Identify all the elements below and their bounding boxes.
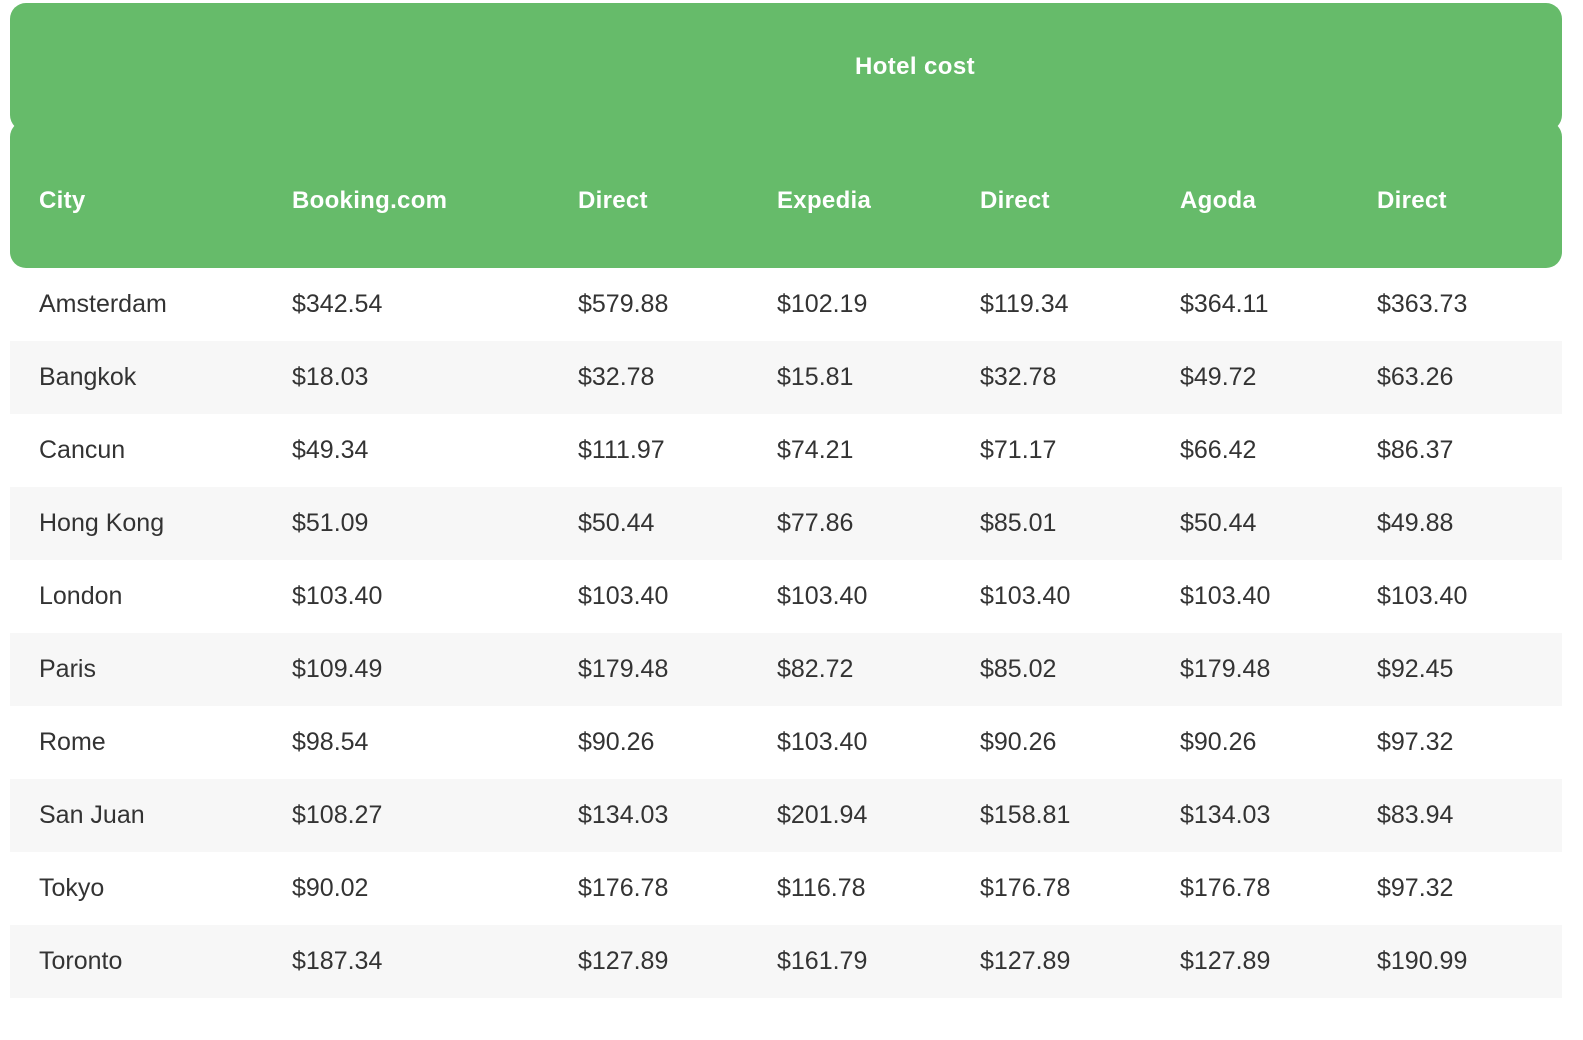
price-cell: $161.79 [777, 947, 868, 975]
price-cell: $15.81 [777, 363, 854, 391]
price-cell: $176.78 [1180, 874, 1271, 902]
price-cell: $102.19 [777, 290, 868, 318]
price-cell: $179.48 [1180, 655, 1271, 683]
price-cell: $49.88 [1377, 509, 1454, 537]
price-cell: $83.94 [1377, 801, 1454, 829]
price-cell: $103.40 [578, 582, 669, 610]
table-title: Hotel cost [854, 53, 975, 80]
table-row: London $103.40 $103.40 $103.40 $103.40 $… [10, 560, 1562, 633]
price-cell: $85.01 [980, 509, 1057, 537]
price-cell: $176.78 [980, 874, 1071, 902]
price-cell: $127.89 [1180, 947, 1271, 975]
column-header-city: City [39, 186, 86, 214]
price-cell: $108.27 [292, 801, 383, 829]
price-cell: $579.88 [578, 290, 669, 318]
table-row: Paris $109.49 $179.48 $82.72 $85.02 $179… [10, 633, 1562, 706]
price-cell: $363.73 [1377, 290, 1468, 318]
price-cell: $92.45 [1377, 655, 1454, 683]
price-cell: $98.54 [292, 728, 369, 756]
price-cell: $49.72 [1180, 363, 1257, 391]
price-cell: $103.40 [1180, 582, 1271, 610]
table-row: San Juan $108.27 $134.03 $201.94 $158.81… [10, 779, 1562, 852]
city-cell: Paris [39, 655, 96, 683]
column-header-direct-2: Direct [980, 186, 1050, 214]
price-cell: $90.26 [980, 728, 1057, 756]
price-cell: $342.54 [292, 290, 383, 318]
price-cell: $50.44 [1180, 509, 1257, 537]
city-cell: Cancun [39, 436, 126, 464]
city-cell: San Juan [39, 801, 145, 829]
price-cell: $103.40 [777, 728, 868, 756]
price-cell: $77.86 [777, 509, 854, 537]
table-row: Cancun $49.34 $111.97 $74.21 $71.17 $66.… [10, 414, 1562, 487]
table-row: Hong Kong $51.09 $50.44 $77.86 $85.01 $5… [10, 487, 1562, 560]
city-cell: Toronto [39, 947, 123, 975]
city-cell: London [39, 582, 123, 610]
price-cell: $103.40 [980, 582, 1071, 610]
column-header-booking: Booking.com [292, 186, 448, 214]
price-cell: $71.17 [980, 436, 1057, 464]
table-row: Rome $98.54 $90.26 $103.40 $90.26 $90.26… [10, 706, 1562, 779]
price-cell: $32.78 [578, 363, 655, 391]
price-cell: $134.03 [1180, 801, 1271, 829]
price-cell: $90.26 [578, 728, 655, 756]
price-cell: $51.09 [292, 509, 369, 537]
column-header-expedia: Expedia [777, 186, 872, 214]
price-cell: $111.97 [578, 436, 665, 464]
price-cell: $90.26 [1180, 728, 1257, 756]
price-cell: $32.78 [980, 363, 1057, 391]
city-cell: Hong Kong [39, 509, 165, 537]
price-cell: $97.32 [1377, 874, 1454, 902]
city-cell: Rome [39, 728, 106, 756]
price-cell: $127.89 [578, 947, 669, 975]
price-cell: $82.72 [777, 655, 854, 683]
price-cell: $187.34 [292, 947, 383, 975]
city-cell: Bangkok [39, 363, 137, 391]
price-cell: $90.02 [292, 874, 369, 902]
hotel-cost-card: Hotel cost City Booking.com Direct Exped… [10, 0, 1562, 998]
price-cell: $103.40 [1377, 582, 1468, 610]
table-title-bar: Hotel cost [10, 3, 1562, 131]
price-cell: $49.34 [292, 436, 369, 464]
column-header-agoda: Agoda [1180, 186, 1257, 214]
column-header-direct-1: Direct [578, 186, 648, 214]
column-header-direct-3: Direct [1377, 186, 1447, 214]
price-cell: $179.48 [578, 655, 669, 683]
price-cell: $116.78 [777, 874, 866, 902]
table-row: Bangkok $18.03 $32.78 $15.81 $32.78 $49.… [10, 341, 1562, 414]
table-body: Amsterdam $342.54 $579.88 $102.19 $119.3… [10, 268, 1562, 998]
price-cell: $97.32 [1377, 728, 1454, 756]
table-row: Amsterdam $342.54 $579.88 $102.19 $119.3… [10, 268, 1562, 341]
price-cell: $66.42 [1180, 436, 1257, 464]
city-cell: Amsterdam [39, 290, 167, 318]
price-cell: $103.40 [777, 582, 868, 610]
price-cell: $50.44 [578, 509, 655, 537]
price-cell: $63.26 [1377, 363, 1454, 391]
price-cell: $109.49 [292, 655, 383, 683]
price-cell: $119.34 [980, 290, 1069, 318]
price-cell: $86.37 [1377, 436, 1454, 464]
price-cell: $127.89 [980, 947, 1071, 975]
price-cell: $176.78 [578, 874, 669, 902]
table-header-row: City Booking.com Direct Expedia Direct A… [10, 121, 1562, 268]
price-cell: $103.40 [292, 582, 383, 610]
table-row: Toronto $187.34 $127.89 $161.79 $127.89 … [10, 925, 1562, 998]
price-cell: $134.03 [578, 801, 669, 829]
price-cell: $364.11 [1180, 290, 1269, 318]
price-cell: $201.94 [777, 801, 868, 829]
price-cell: $85.02 [980, 655, 1057, 683]
price-cell: $190.99 [1377, 947, 1468, 975]
table-row: Tokyo $90.02 $176.78 $116.78 $176.78 $17… [10, 852, 1562, 925]
price-cell: $18.03 [292, 363, 369, 391]
price-cell: $74.21 [777, 436, 854, 464]
price-cell: $158.81 [980, 801, 1071, 829]
city-cell: Tokyo [39, 874, 105, 902]
